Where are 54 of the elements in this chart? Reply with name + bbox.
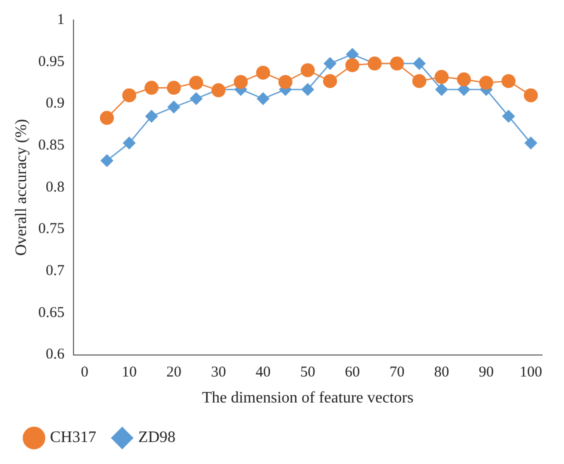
point bbox=[345, 58, 360, 72]
x-tick-label: 70 bbox=[389, 364, 404, 381]
point bbox=[346, 48, 359, 61]
point bbox=[301, 82, 314, 96]
x-tick-label: 0 bbox=[80, 364, 88, 381]
point bbox=[323, 74, 338, 88]
point bbox=[300, 63, 315, 78]
y-tick-label: 0.95 bbox=[38, 54, 64, 70]
point bbox=[256, 66, 270, 80]
y-tick-label: 0.65 bbox=[38, 304, 64, 321]
point bbox=[324, 57, 337, 70]
point bbox=[122, 136, 136, 150]
x-tick-label: 50 bbox=[300, 364, 316, 381]
y-axis-title: Overall accuracy (%) bbox=[12, 119, 30, 256]
x-tick-label: 90 bbox=[478, 364, 494, 381]
legend-label: CH317 bbox=[50, 429, 96, 446]
point bbox=[190, 92, 203, 106]
x-tick-label: 100 bbox=[520, 364, 542, 381]
point bbox=[524, 88, 538, 102]
point bbox=[122, 88, 136, 102]
y-tick-label: 0.8 bbox=[46, 179, 64, 196]
point bbox=[434, 70, 449, 84]
point bbox=[435, 82, 448, 96]
point bbox=[100, 154, 114, 168]
point bbox=[100, 110, 114, 125]
point bbox=[145, 110, 158, 123]
y-tick-label: 0.75 bbox=[38, 221, 64, 238]
point bbox=[412, 57, 426, 70]
point bbox=[479, 76, 494, 90]
y-tick-label: 1 bbox=[56, 12, 64, 28]
point bbox=[167, 100, 180, 114]
point bbox=[456, 72, 471, 86]
x-tick-label: 40 bbox=[256, 364, 271, 381]
point bbox=[502, 74, 516, 88]
point bbox=[278, 74, 292, 89]
y-tick-label: 0.85 bbox=[38, 137, 64, 154]
point bbox=[412, 74, 426, 88]
y-tick-label: 0.7 bbox=[46, 263, 65, 280]
x-tick-label: 30 bbox=[210, 364, 226, 381]
point bbox=[144, 80, 159, 95]
point bbox=[524, 136, 538, 150]
x-axis-title: The dimension of feature vectors bbox=[202, 390, 414, 407]
y-tick-label: 0.9 bbox=[46, 96, 64, 112]
point bbox=[234, 74, 248, 89]
y-tick-label: 0.6 bbox=[46, 346, 65, 363]
point bbox=[256, 92, 270, 106]
legend-label: ZD98 bbox=[138, 429, 176, 446]
point bbox=[189, 76, 204, 90]
point bbox=[502, 110, 516, 123]
point bbox=[166, 80, 181, 95]
x-tick-label: 10 bbox=[122, 364, 137, 381]
x-tick-label: 20 bbox=[166, 364, 182, 381]
x-tick-label: 80 bbox=[434, 364, 450, 381]
x-tick-label: 60 bbox=[344, 364, 360, 381]
